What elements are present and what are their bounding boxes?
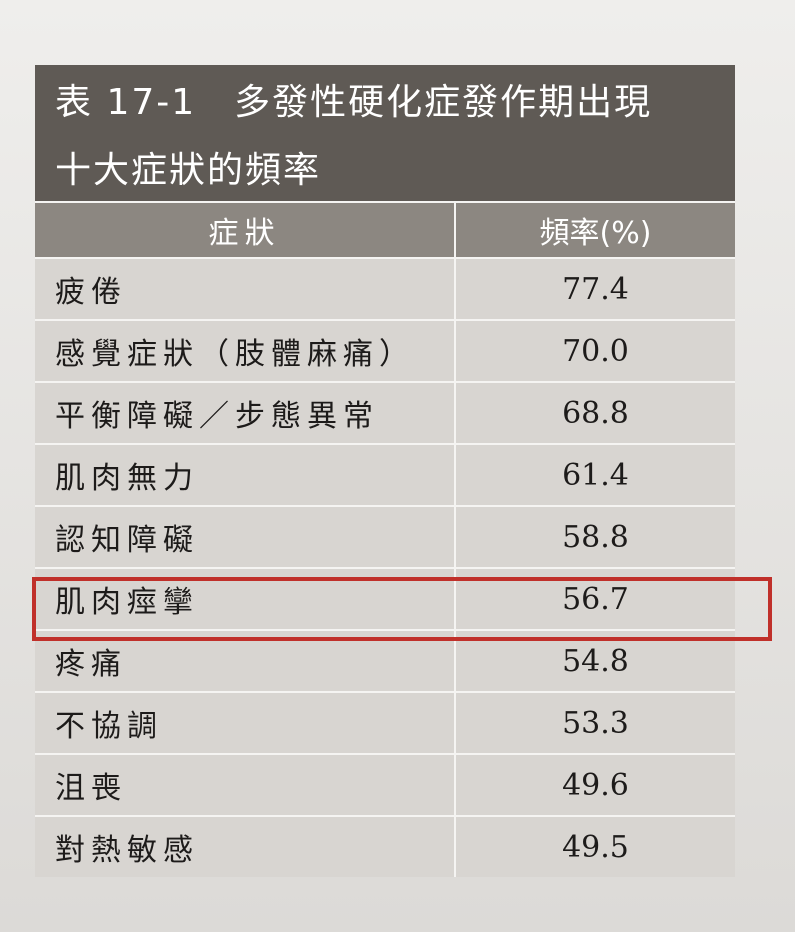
frequency-cell: 53.3 [562, 705, 629, 741]
table: 表 17-1 多發性硬化症發作期出現 十大症狀的頻率 症狀 頻率(%) 疲倦 77… [35, 65, 735, 877]
header-cell: 頻率(%) [539, 216, 652, 251]
symptom-cell: 認知障礙 [35, 507, 456, 567]
symptom-cell: 感覺症狀（肢體麻痛） [35, 321, 456, 381]
table-row: 平衡障礙／步態異常 68.8 [35, 381, 735, 443]
highlight-box [32, 577, 772, 641]
frequency-cell: 58.8 [562, 519, 629, 555]
header-row: 症狀 頻率(%) [35, 201, 735, 257]
symptom-cell: 肌肉痙攣 [35, 569, 456, 629]
table-row: 感覺症狀（肢體麻痛） 70.0 [35, 319, 735, 381]
symptom-cell: 不協調 [35, 693, 456, 753]
frequency-cell: 77.4 [562, 271, 629, 307]
symptom-cell: 肌肉無力 [35, 445, 456, 505]
symptom-cell: 對熱敏感 [35, 817, 456, 877]
title-line: 表 17-1 多發性硬化症發作期出現 [55, 82, 653, 123]
header-cell: 症狀 [35, 203, 456, 257]
title-line: 十大症狀的頻率 [55, 150, 322, 191]
table-row: 對熱敏感 49.5 [35, 815, 735, 877]
frequency-cell: 70.0 [562, 333, 629, 369]
frequency-cell: 68.8 [562, 395, 629, 431]
table-row: 疲倦 77.4 [35, 257, 735, 319]
symptom-cell: 沮喪 [35, 755, 456, 815]
symptom-cell: 疲倦 [35, 259, 456, 319]
symptom-cell: 疼痛 [35, 631, 456, 691]
table-title: 表 17-1 多發性硬化症發作期出現 十大症狀的頻率 [35, 65, 735, 201]
frequency-cell: 49.6 [562, 767, 629, 803]
frequency-cell: 54.8 [562, 643, 629, 679]
frequency-cell: 56.7 [562, 581, 629, 617]
table-row: 肌肉無力 61.4 [35, 443, 735, 505]
symptom-cell: 平衡障礙／步態異常 [35, 383, 456, 443]
frequency-cell: 49.5 [562, 829, 629, 865]
table-body: 疲倦 77.4 感覺症狀（肢體麻痛） 70.0 平衡障礙／步態異常 68.8 肌肉無力 61.… [35, 257, 735, 877]
frequency-cell: 61.4 [562, 457, 629, 493]
table-row: 不協調 53.3 [35, 691, 735, 753]
table-row: 沮喪 49.6 [35, 753, 735, 815]
table-row: 認知障礙 58.8 [35, 505, 735, 567]
